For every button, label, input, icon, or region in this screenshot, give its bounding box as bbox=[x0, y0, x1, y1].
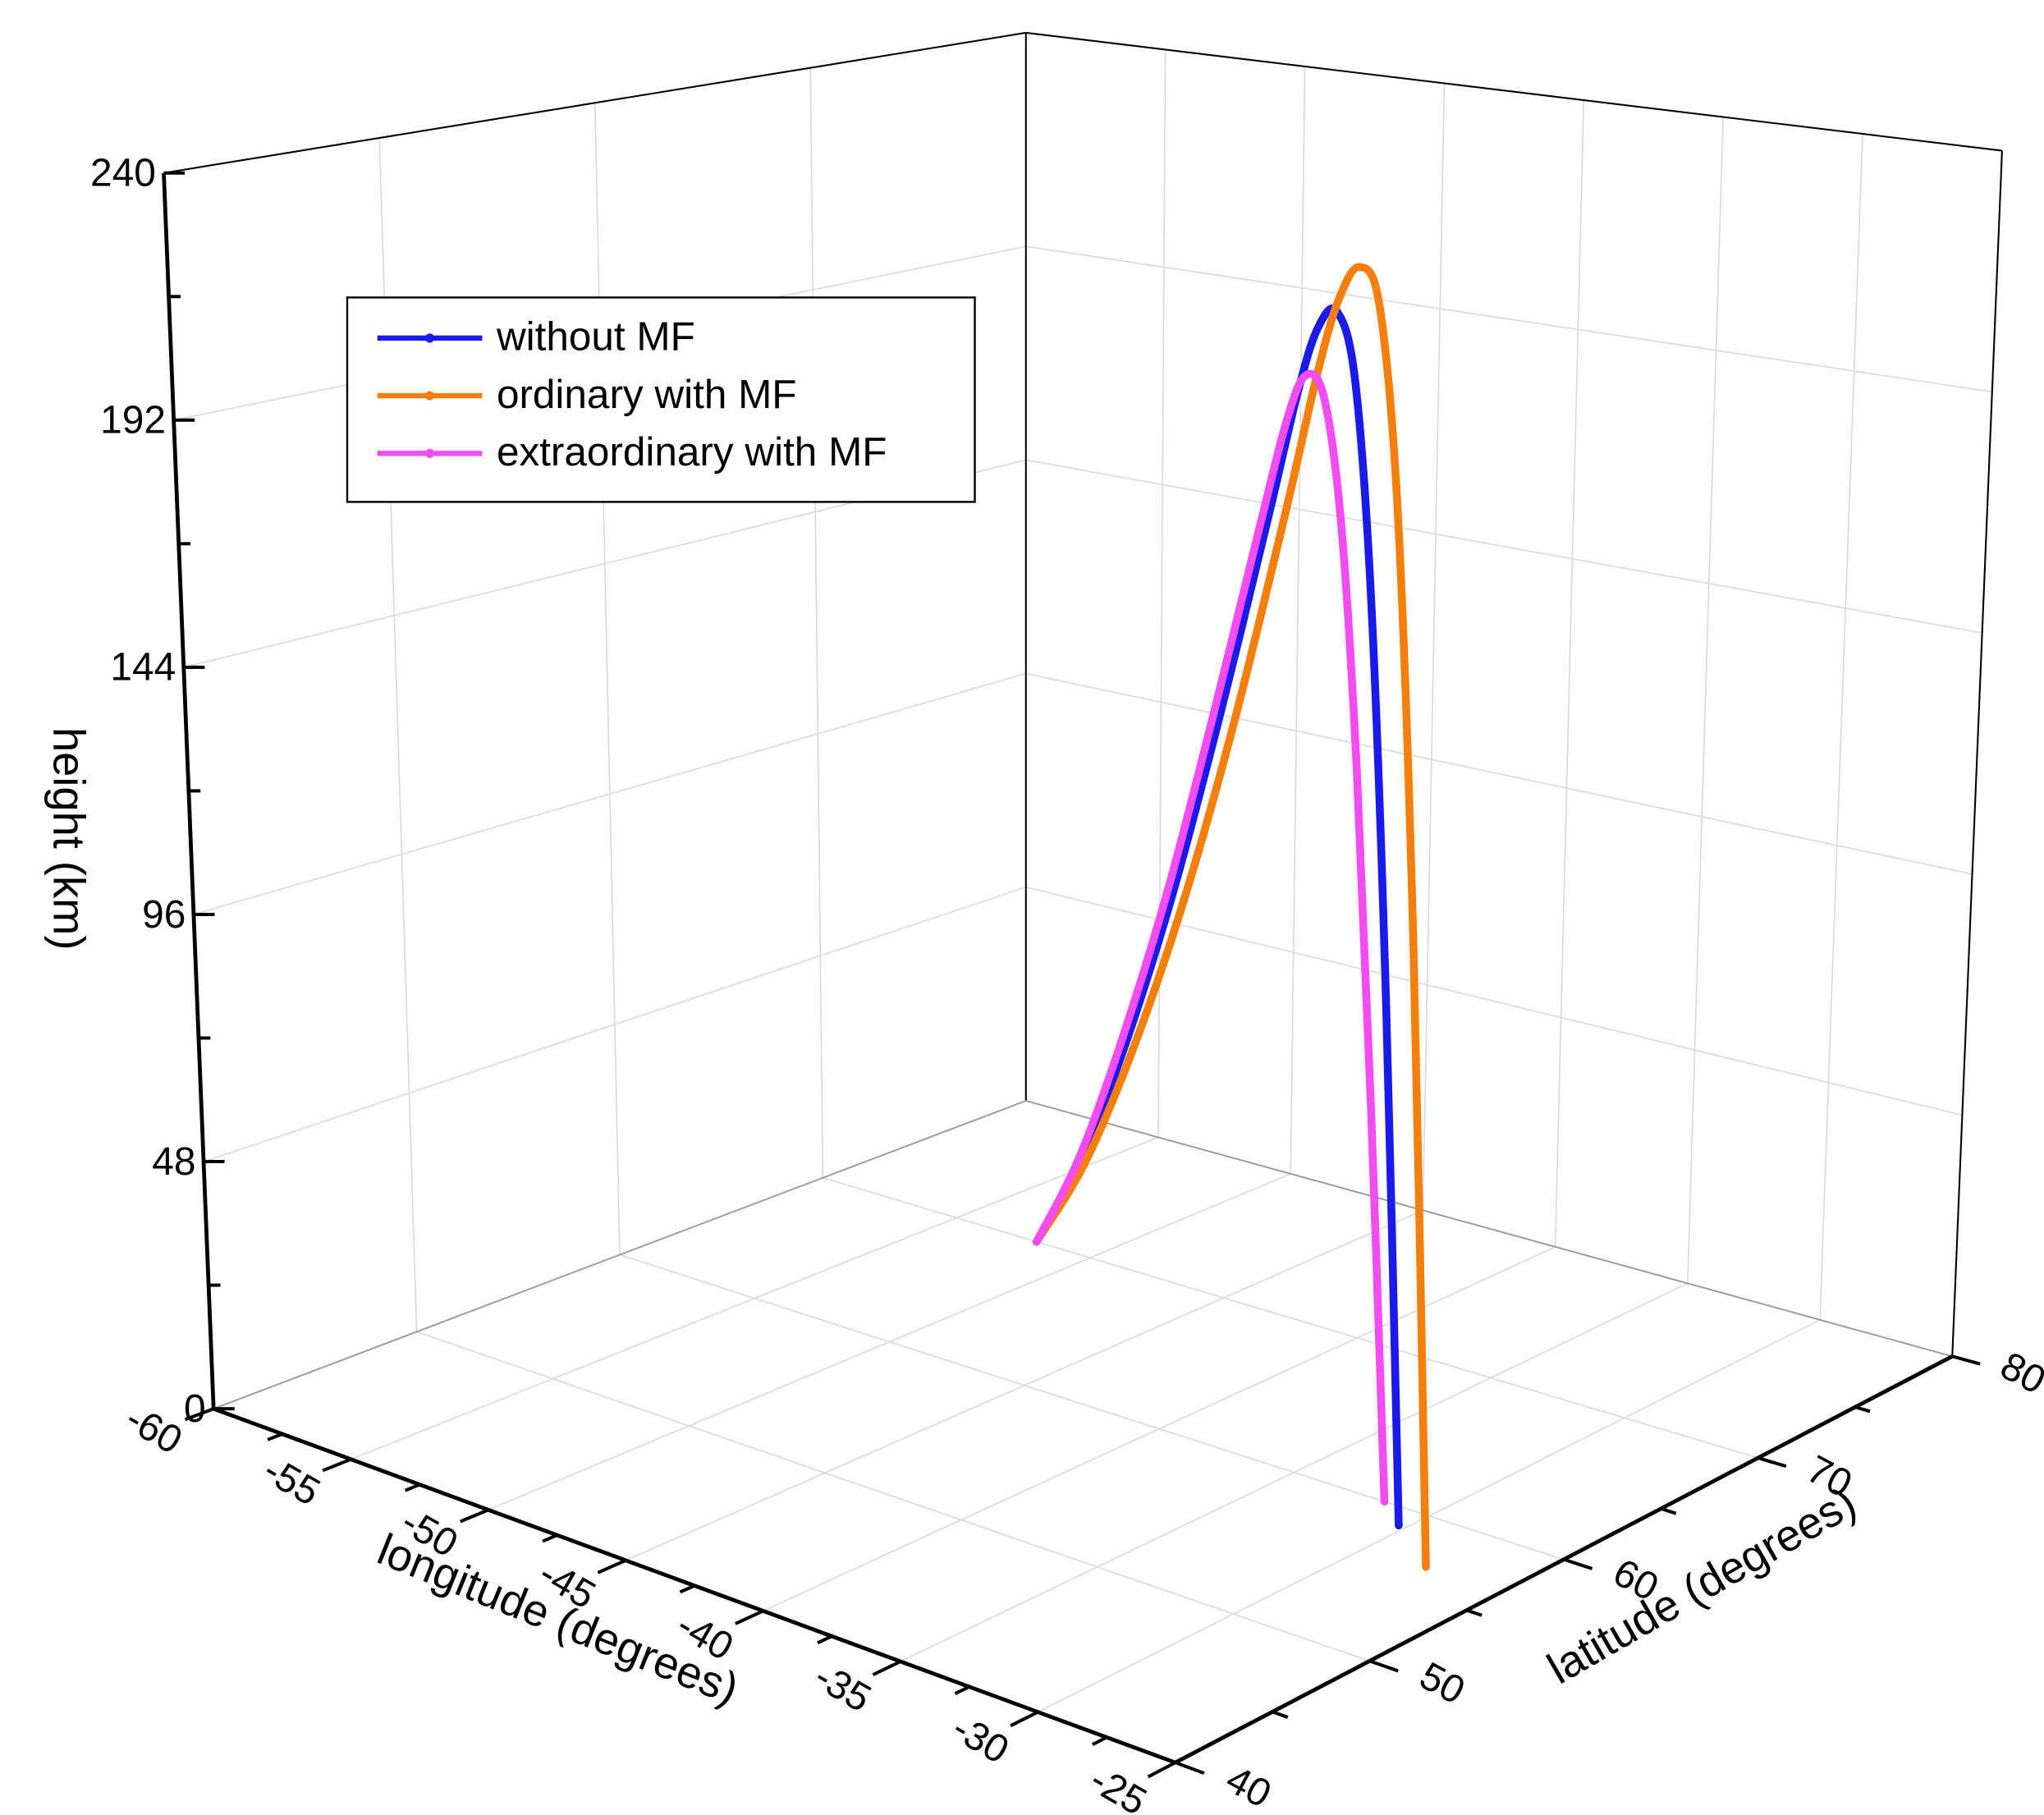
series-line bbox=[1032, 305, 1403, 1530]
grid-line bbox=[809, 67, 824, 1178]
y-tick bbox=[1563, 1557, 1593, 1570]
grid-line bbox=[1554, 99, 1585, 1247]
legend-label: without MF bbox=[496, 314, 695, 360]
frame-edge bbox=[1025, 1100, 1953, 1358]
grid-line bbox=[1819, 134, 1863, 1320]
series-line bbox=[1032, 263, 1430, 1571]
x-tick bbox=[322, 1457, 352, 1473]
minor-tick bbox=[954, 1684, 970, 1696]
legend-marker bbox=[424, 448, 435, 458]
grid-line bbox=[203, 886, 1027, 1162]
frame-edge bbox=[1025, 31, 2003, 152]
frame-edge bbox=[163, 31, 1026, 174]
legend-box bbox=[346, 296, 976, 503]
minor-tick bbox=[404, 1483, 420, 1492]
y-tick bbox=[1368, 1659, 1399, 1673]
legend-marker bbox=[424, 391, 435, 401]
grid-line bbox=[1157, 49, 1166, 1138]
x-tick bbox=[872, 1660, 901, 1676]
grid-line bbox=[1025, 459, 1982, 634]
x-tick bbox=[184, 1407, 214, 1422]
grid-line bbox=[193, 672, 1027, 915]
minor-tick bbox=[1466, 1608, 1483, 1617]
grid-line bbox=[593, 103, 621, 1255]
grid-line bbox=[1025, 886, 1963, 1116]
x-tick bbox=[1147, 1761, 1176, 1779]
grid-line bbox=[416, 1331, 1370, 1662]
plot-lines bbox=[1032, 263, 1430, 1571]
x-tick bbox=[597, 1559, 627, 1574]
frame bbox=[163, 31, 2003, 1410]
minor-tick bbox=[1092, 1735, 1107, 1746]
z-tick-label: 96 bbox=[142, 893, 186, 937]
grid-line bbox=[1422, 83, 1446, 1211]
y-tick-label: 40 bbox=[1219, 1758, 1278, 1815]
y-tick bbox=[1951, 1354, 1981, 1366]
x-tick bbox=[735, 1609, 764, 1625]
minor-tick bbox=[1854, 1405, 1871, 1414]
x-tick-label: -30 bbox=[945, 1707, 1015, 1773]
frame-edge bbox=[1951, 150, 2003, 1357]
x-tick-label: -25 bbox=[1083, 1758, 1153, 1815]
grid-line bbox=[619, 1254, 1565, 1561]
y-tick-label: 80 bbox=[1993, 1344, 2044, 1403]
y-tick bbox=[1175, 1761, 1205, 1775]
legend-label: extraordinary with MF bbox=[497, 429, 887, 474]
minor-tick bbox=[679, 1584, 695, 1594]
z-tick-label: 192 bbox=[100, 399, 166, 442]
grid-line bbox=[823, 1176, 1758, 1459]
z-tick-label: 0 bbox=[184, 1387, 206, 1431]
z-tick-label: 144 bbox=[110, 646, 176, 690]
minor-tick bbox=[1660, 1506, 1677, 1515]
legend-label: ordinary with MF bbox=[497, 372, 797, 417]
x-tick-label: -35 bbox=[807, 1655, 878, 1721]
x-tick bbox=[459, 1508, 489, 1524]
y-tick bbox=[1758, 1456, 1787, 1469]
grid-line bbox=[1687, 117, 1724, 1284]
z-tick-label: 48 bbox=[152, 1140, 195, 1184]
y-axis-label: latitude (degrees) bbox=[1539, 1477, 1864, 1694]
y-tick-label: 50 bbox=[1413, 1654, 1472, 1713]
x-tick-label: -55 bbox=[256, 1448, 327, 1515]
minor-tick bbox=[817, 1634, 833, 1645]
y-axis bbox=[1174, 1354, 1954, 1765]
x-tick-label: -60 bbox=[118, 1397, 189, 1464]
legend-marker bbox=[424, 333, 435, 343]
grid-line bbox=[1290, 66, 1306, 1174]
z-axis-label: height (km) bbox=[44, 727, 94, 950]
minor-tick bbox=[1272, 1710, 1289, 1719]
minor-tick bbox=[267, 1432, 283, 1441]
series-line bbox=[1032, 369, 1389, 1506]
legend: without MF ordinary with MF extraordinary … bbox=[346, 296, 976, 503]
minor-tick bbox=[542, 1533, 558, 1543]
x-tick bbox=[1010, 1710, 1039, 1728]
z-tick-label: 240 bbox=[90, 152, 156, 195]
frame-edge bbox=[213, 1100, 1027, 1410]
grid-line bbox=[1025, 245, 1992, 393]
grid-line bbox=[1025, 672, 1973, 875]
